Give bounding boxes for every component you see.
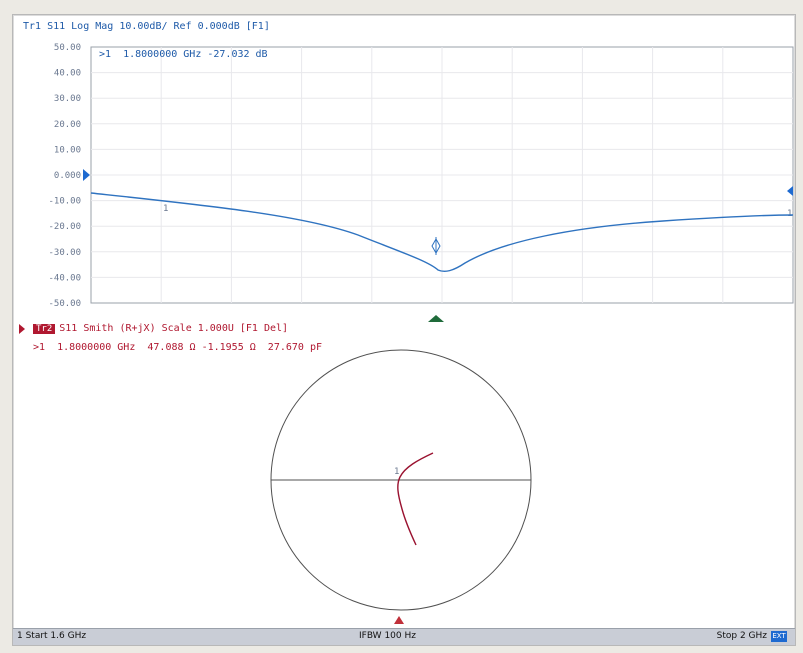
smith-chart <box>270 349 532 611</box>
y-tick-label: 30.00 <box>54 94 81 104</box>
y-tick-label: -20.00 <box>48 222 81 232</box>
y-tick-label: 10.00 <box>54 145 81 155</box>
trace2-marker-label: 1 <box>394 467 399 477</box>
logmag-grid <box>90 46 794 304</box>
trace2-marker-readout: >1 1.8000000 GHz 47.088 Ω -1.1955 Ω 27.6… <box>33 342 322 353</box>
stimulus-marker-triangle-top[interactable] <box>428 315 444 322</box>
stop-frequency[interactable]: Stop 2 GHz <box>716 631 767 641</box>
trace1-header[interactable]: Tr1 S11 Log Mag 10.00dB/ Ref 0.000dB [F1… <box>23 21 270 32</box>
status-bar: 1 Start 1.6 GHz IFBW 100 Hz Stop 2 GHz E… <box>13 628 795 645</box>
ifbw-setting[interactable]: IFBW 100 Hz <box>359 631 416 641</box>
trace2-badge[interactable]: Tr2 <box>33 324 56 334</box>
reference-level-arrow-right[interactable] <box>787 186 793 196</box>
y-tick-label: 0.000 <box>54 171 81 181</box>
trace2-header[interactable]: Tr2 S11 Smith (R+jX) Scale 1.000U [F1 Del… <box>33 323 288 334</box>
y-tick-label: -30.00 <box>48 248 81 258</box>
trace2-smith-curve <box>397 452 434 546</box>
trace2-header-text: S11 Smith (R+jX) Scale 1.000U [F1 Del] <box>59 323 289 334</box>
reference-level-arrow-left[interactable] <box>83 169 90 181</box>
ext-ref-badge: EXT <box>771 631 787 642</box>
display-graphics: 50.00 40.00 30.00 20.00 10.00 0.000 -10.00 -20.… <box>48 43 794 624</box>
y-tick-label: 40.00 <box>54 69 81 79</box>
analyzer-screen: Tr1 S11 Log Mag 10.00dB/ Ref 0.000dB [F1… <box>12 14 796 646</box>
y-tick-label: 50.00 <box>54 43 81 53</box>
trace1-end-label: 1 <box>787 209 792 219</box>
logmag-y-axis: 50.00 40.00 30.00 20.00 10.00 0.000 -10.00 -20.… <box>48 43 81 309</box>
y-tick-label: -10.00 <box>48 197 81 207</box>
y-tick-label: -40.00 <box>48 273 81 283</box>
y-tick-label: 20.00 <box>54 120 81 130</box>
active-trace-indicator <box>19 324 25 334</box>
trace1-marker-label: 1 <box>163 204 168 214</box>
stimulus-marker-triangle-bottom[interactable] <box>394 616 404 624</box>
y-tick-label: -50.00 <box>48 299 81 309</box>
trace1-marker-readout: >1 1.8000000 GHz -27.032 dB <box>99 49 268 60</box>
trace1-marker-1[interactable] <box>431 237 441 255</box>
trace1-curve <box>90 192 794 272</box>
start-frequency[interactable]: 1 Start 1.6 GHz <box>17 631 87 641</box>
